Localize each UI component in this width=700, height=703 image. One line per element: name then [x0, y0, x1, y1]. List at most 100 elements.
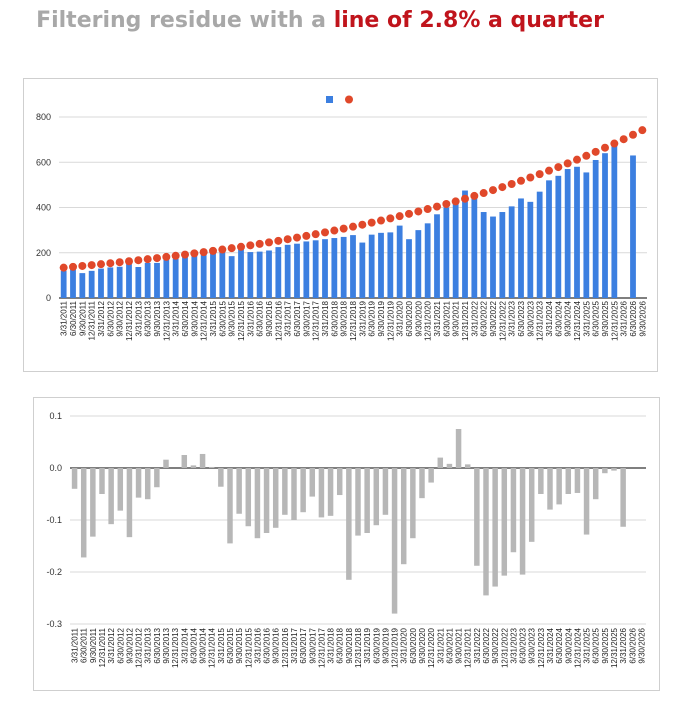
x-tick-label: 6/30/2022 [480, 300, 489, 336]
x-tick-label: 3/31/2012 [97, 300, 106, 336]
bar [218, 468, 224, 487]
x-tick-label: 3/31/2011 [71, 627, 80, 663]
bar [368, 234, 375, 298]
x-tick-label: 6/30/2014 [181, 300, 190, 336]
x-tick-label: 6/30/2017 [293, 300, 302, 336]
dot-point [479, 189, 488, 198]
bar [565, 468, 572, 494]
x-tick-label: 12/31/2018 [349, 300, 358, 341]
x-tick-label: 3/31/2024 [546, 627, 555, 663]
bar [99, 468, 105, 494]
x-tick-label: 3/31/2021 [436, 627, 445, 663]
x-tick-label: 3/31/2021 [433, 300, 442, 336]
x-tick-label: 3/31/2024 [545, 300, 554, 336]
dot-point [638, 126, 647, 135]
dot-point [433, 202, 441, 211]
dot-point [367, 218, 376, 227]
x-tick-label: 9/30/2015 [235, 627, 244, 663]
x-tick-label: 3/31/2012 [107, 627, 116, 663]
dot-point [283, 235, 292, 244]
bar [462, 190, 468, 298]
bar [391, 468, 398, 614]
dot-point [414, 207, 423, 216]
x-tick-label: 12/31/2019 [386, 300, 395, 341]
bar [382, 468, 389, 515]
bar [284, 244, 291, 298]
bar [602, 153, 608, 298]
dot-point [629, 130, 637, 139]
x-tick-label: 6/30/2017 [299, 627, 308, 663]
x-tick-label: 3/31/2017 [290, 627, 299, 663]
x-tick-label: 9/30/2014 [190, 300, 199, 336]
bar [181, 455, 188, 468]
x-tick-label: 3/31/2020 [396, 300, 405, 336]
bar [556, 468, 562, 505]
dot-point [377, 216, 385, 225]
x-tick-label: 6/30/2015 [226, 627, 235, 663]
bar [519, 468, 526, 575]
x-tick-label: 6/30/2021 [442, 300, 451, 336]
x-tick-label: 12/31/2020 [424, 300, 433, 341]
bar [144, 468, 151, 500]
top-chart-panel: 0 200 400 600 800 3/31/2011 6/30/2011 9/30/2011… [23, 78, 658, 372]
dot-point [97, 260, 105, 269]
y-tick-label: 600 [36, 157, 51, 167]
bar [340, 236, 347, 298]
bar [592, 468, 599, 500]
dot-point [507, 179, 516, 188]
x-tick-label: 3/31/2026 [619, 627, 628, 663]
bar [446, 463, 453, 468]
x-tick-label: 6/30/2016 [256, 300, 265, 336]
x-tick-label: 9/30/2021 [455, 627, 464, 663]
bar [266, 250, 272, 298]
y-tick-label: -0.3 [46, 619, 62, 629]
x-tick-label: 12/31/2022 [500, 627, 509, 668]
x-tick-label: 6/30/2023 [517, 300, 526, 336]
x-tick-label: 3/31/2011 [60, 300, 69, 336]
x-tick-label: 9/30/2017 [308, 627, 317, 663]
x-tick-label: 9/30/2019 [381, 627, 390, 663]
dot-point [246, 241, 255, 250]
x-tick-label: 12/31/2015 [244, 627, 253, 668]
bar [359, 242, 366, 298]
bar [245, 468, 252, 527]
dot-point [405, 209, 413, 218]
dot-point [619, 135, 628, 144]
bar [116, 266, 123, 298]
bar [547, 468, 553, 510]
bar [538, 468, 544, 494]
bar [80, 468, 87, 558]
x-tick-label: 9/30/2018 [345, 627, 354, 663]
x-tick-label: 3/31/2019 [363, 627, 372, 663]
bar [172, 258, 179, 298]
dot-point [190, 249, 199, 258]
bar [88, 270, 95, 298]
x-tick-label: 6/30/2025 [592, 300, 601, 336]
x-tick-label: 3/31/2015 [209, 300, 218, 336]
x-tick-label: 6/30/2011 [80, 627, 89, 663]
bar [373, 468, 380, 526]
bar [291, 468, 297, 520]
y-tick-label: -0.1 [46, 515, 62, 525]
bar [126, 264, 132, 298]
bar [364, 468, 370, 533]
x-tick-label: 12/31/2018 [354, 627, 363, 668]
bar [406, 239, 412, 298]
x-tick-label: 9/30/2020 [418, 627, 427, 663]
x-tick-label: 3/31/2016 [246, 300, 255, 336]
dot-point [255, 239, 264, 248]
bar [443, 207, 450, 298]
bar [282, 468, 288, 515]
dot-point [563, 159, 572, 168]
bar [630, 155, 636, 298]
bar [483, 468, 489, 596]
bar [611, 468, 617, 471]
x-tick-label: 12/31/2019 [391, 627, 400, 668]
x-tick-label: 6/30/2016 [263, 627, 272, 663]
bar [247, 252, 254, 298]
bar [518, 198, 524, 298]
bar [312, 240, 319, 298]
dot-point [78, 261, 87, 270]
bar [546, 180, 552, 298]
x-tick-label: 6/30/2023 [519, 627, 528, 663]
